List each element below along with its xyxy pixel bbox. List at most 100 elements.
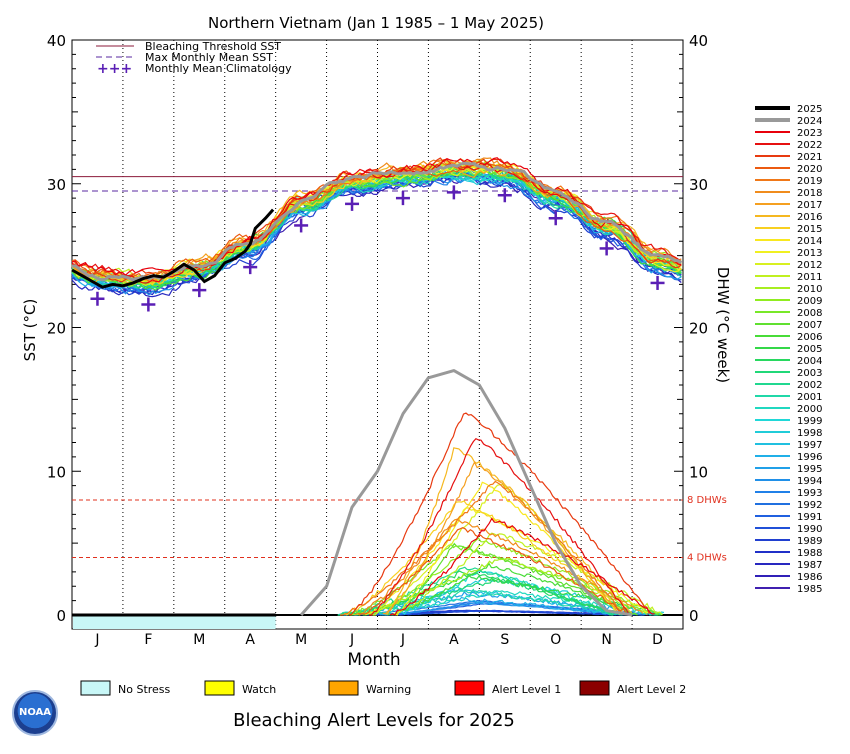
y-tick-label-right: 10 [689,463,708,481]
year-legend-label: 2014 [797,236,822,247]
year-legend-label: 2008 [797,308,822,319]
month-tick-label: N [601,632,611,648]
year-legend-label: 1992 [797,500,822,511]
dhw-line-1994 [386,602,627,616]
y-axis-right-label: DHW (°C week) [714,267,732,383]
alert-legend: No Stress Watch Warning Alert Level 1 Alert … [80,680,686,696]
year-legend-label: 2024 [797,116,822,127]
alert-legend-label: Alert Level 2 [617,683,686,696]
year-legend-label: 2009 [797,296,822,307]
alert-legend-swatch [204,680,235,696]
year-legend-label: 2013 [797,248,822,259]
y-axis-left-label: SST (°C) [21,299,39,362]
year-legend-label: 1995 [797,464,822,475]
legend-threshold-label: Bleaching Threshold SST [145,40,281,53]
month-tick-label: J [349,632,354,648]
year-legend-label: 2010 [797,284,822,295]
month-tick-label: M [295,632,307,648]
dhw-line-2019 [340,480,623,616]
legend-climatology-label: Monthly Mean Climatology [145,62,292,75]
year-legend-label: 2020 [797,164,822,175]
noaa-logo: NOAA [12,690,58,736]
month-tick-label: A [245,632,255,648]
alert-legend-swatch [80,680,111,696]
year-legend-label: 1996 [797,452,822,463]
y-tick-label-right: 30 [689,176,708,194]
alert-bar-no-stress [73,616,276,629]
dhw-line-2010 [351,557,648,616]
dhw-line-2021 [348,412,650,616]
month-tick-label: S [500,632,509,648]
year-legend-label: 1988 [797,548,822,559]
year-legend-label: 1999 [797,416,822,427]
dhw-line-2007 [392,542,638,616]
y-tick-label-left: 30 [47,176,66,194]
alert-legend-label: Alert Level 1 [492,683,561,696]
year-legend-label: 2000 [797,404,822,415]
top-legend: Bleaching Threshold SST Max Monthly Mean… [96,40,292,77]
year-legend-label: 2022 [797,140,822,151]
year-legend-label: 1991 [797,512,822,523]
dhw-line-2023 [389,517,655,616]
year-legend-label: 2002 [797,380,822,391]
year-legend-label: 1990 [797,524,822,535]
month-tick-label: F [144,632,152,648]
dhw-line-2004 [362,570,618,616]
month-tick-label: D [652,632,663,648]
year-legend-label: 2003 [797,368,822,379]
year-legend-label: 1994 [797,476,822,487]
dhw-line-2014 [364,481,621,616]
dhw-line-2011 [392,532,663,616]
year-legend-label: 2006 [797,332,822,343]
year-legend-label: 2005 [797,344,822,355]
sst-line-2022 [71,163,682,284]
alert-legend-label: Watch [242,683,276,696]
legend-climatology-swatch: +++ [97,61,132,77]
year-legend-label: 2023 [797,128,822,139]
alert-legend-swatch [454,680,485,696]
y-tick-label-left: 20 [47,320,66,338]
year-legend-label: 1985 [797,584,822,595]
year-legend-label: 1986 [797,572,822,583]
dhw-line-2022 [369,437,630,616]
year-legend-label: 2004 [797,356,822,367]
year-legend-label: 1997 [797,440,822,451]
noaa-logo-text: NOAA [18,707,52,718]
year-legend-label: 2021 [797,152,822,163]
footer-title: Bleaching Alert Levels for 2025 [233,710,515,731]
year-legend-label: 2018 [797,188,822,199]
year-legend-label: 2015 [797,224,822,235]
month-tick-label: M [193,632,205,648]
y-tick-label-left: 40 [47,32,66,50]
climatology-markers [90,185,665,312]
dhw-line-2020 [358,527,629,615]
dhw-line-2017 [382,460,620,615]
dhw-line-2024 [299,369,633,617]
dhw-line-2015 [344,500,628,616]
y-tick-label-right: 20 [689,320,708,338]
dhw-reference-label: 8 DHWs [687,495,727,506]
alert-legend-label: Warning [366,683,411,696]
month-tick-label: J [94,632,99,648]
dhw-line-1990 [382,609,643,616]
alert-legend-label: No Stress [118,683,171,696]
y-tick-label-right: 40 [689,32,708,50]
year-legend-label: 2012 [797,260,822,271]
month-tick-label: A [449,632,459,648]
y-tick-label-left: 10 [47,463,66,481]
year-legend-label: 2011 [797,272,822,283]
y-tick-label-right: 0 [689,607,699,625]
sst-series [71,157,683,298]
dhw-line-2016 [385,447,633,615]
dhw-series [72,369,665,617]
chart-title: Northern Vietnam (Jan 1 1985 – 1 May 202… [208,14,544,32]
year-legend-label: 1993 [797,488,822,499]
year-legend-label: 2019 [797,176,822,187]
dhw-line-2018 [354,518,644,616]
year-legend-label: 2017 [797,200,822,211]
dhw-line-1996 [379,596,625,616]
y-tick-label-left: 0 [56,607,66,625]
